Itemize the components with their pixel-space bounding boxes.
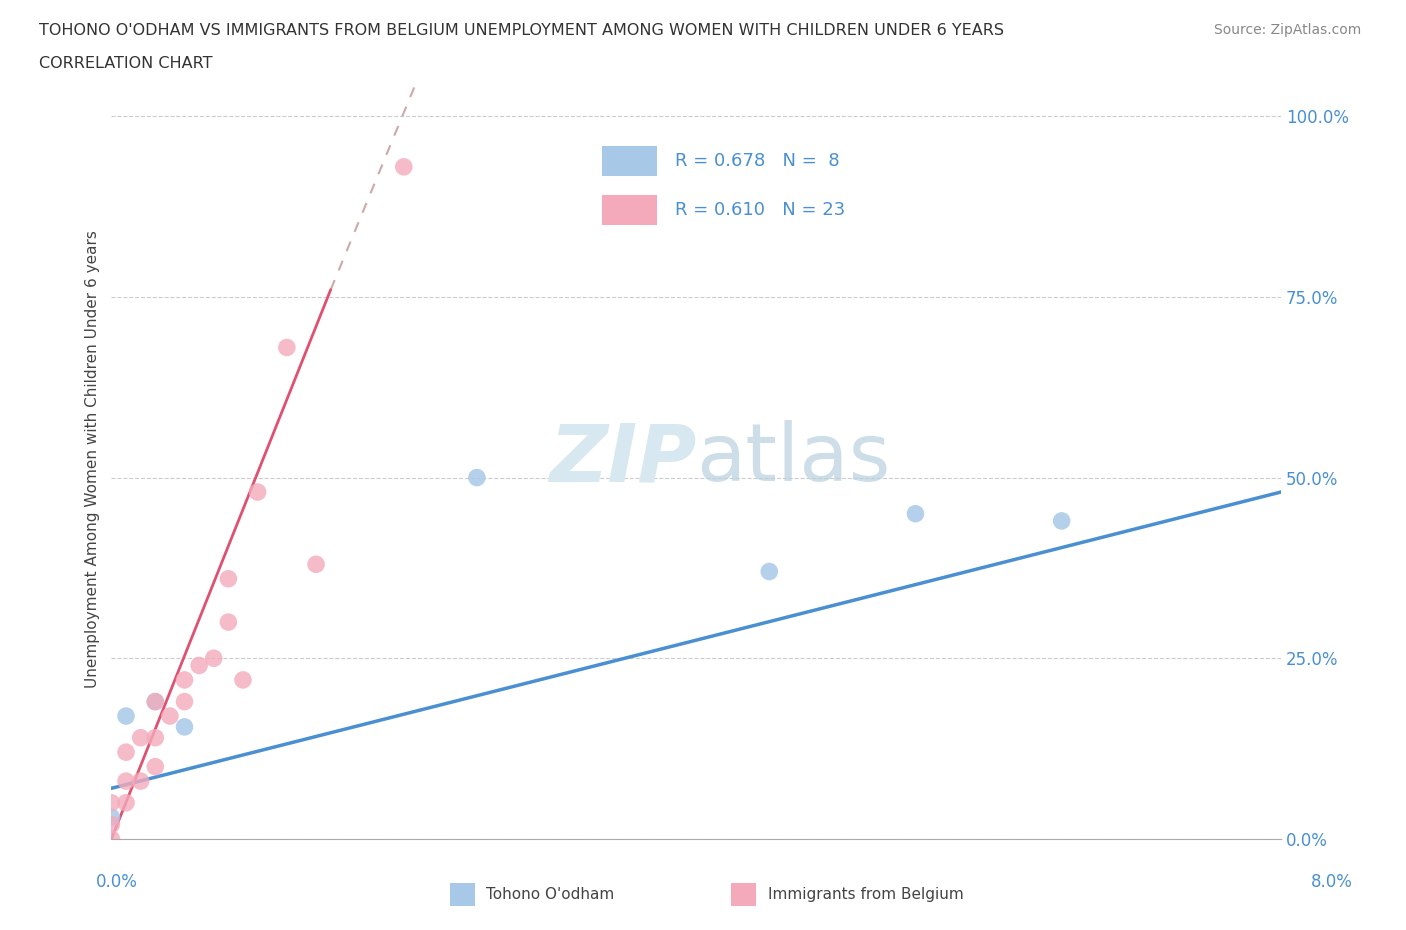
Point bbox=[217, 571, 239, 586]
Point bbox=[143, 694, 166, 709]
Point bbox=[100, 810, 122, 825]
Point bbox=[173, 672, 195, 687]
Point bbox=[246, 485, 269, 499]
Point bbox=[217, 615, 239, 630]
Point bbox=[392, 159, 415, 174]
Text: ZIP: ZIP bbox=[548, 420, 696, 498]
Point bbox=[276, 340, 298, 355]
Text: R = 0.678   N =  8: R = 0.678 N = 8 bbox=[675, 152, 839, 170]
Text: Immigrants from Belgium: Immigrants from Belgium bbox=[768, 887, 963, 902]
Y-axis label: Unemployment Among Women with Children Under 6 years: Unemployment Among Women with Children U… bbox=[86, 231, 100, 688]
Point bbox=[143, 759, 166, 774]
Point bbox=[100, 817, 122, 832]
Point bbox=[1050, 513, 1073, 528]
Point bbox=[232, 672, 254, 687]
Text: CORRELATION CHART: CORRELATION CHART bbox=[39, 56, 212, 71]
Text: Source: ZipAtlas.com: Source: ZipAtlas.com bbox=[1213, 23, 1361, 37]
Point bbox=[115, 709, 138, 724]
Point bbox=[143, 694, 166, 709]
Text: TOHONO O'ODHAM VS IMMIGRANTS FROM BELGIUM UNEMPLOYMENT AMONG WOMEN WITH CHILDREN: TOHONO O'ODHAM VS IMMIGRANTS FROM BELGIU… bbox=[39, 23, 1004, 38]
Point bbox=[305, 557, 328, 572]
Point bbox=[100, 831, 122, 846]
Point bbox=[115, 795, 138, 810]
Point bbox=[143, 730, 166, 745]
Point bbox=[173, 720, 195, 735]
Text: R = 0.610   N = 23: R = 0.610 N = 23 bbox=[675, 202, 845, 219]
Text: Tohono O'odham: Tohono O'odham bbox=[486, 887, 614, 902]
Point bbox=[758, 565, 780, 579]
Point bbox=[100, 795, 122, 810]
Point bbox=[465, 471, 488, 485]
Bar bbox=[602, 146, 657, 176]
Text: 0.0%: 0.0% bbox=[96, 872, 138, 891]
Point bbox=[129, 774, 152, 789]
Point bbox=[115, 774, 138, 789]
Point bbox=[904, 506, 927, 521]
Point bbox=[115, 745, 138, 760]
Bar bbox=[602, 195, 657, 225]
Point bbox=[188, 658, 211, 673]
Point bbox=[202, 651, 225, 666]
Text: 8.0%: 8.0% bbox=[1310, 872, 1353, 891]
Point bbox=[159, 709, 181, 724]
Point bbox=[129, 730, 152, 745]
Point bbox=[173, 694, 195, 709]
Text: atlas: atlas bbox=[696, 420, 890, 498]
